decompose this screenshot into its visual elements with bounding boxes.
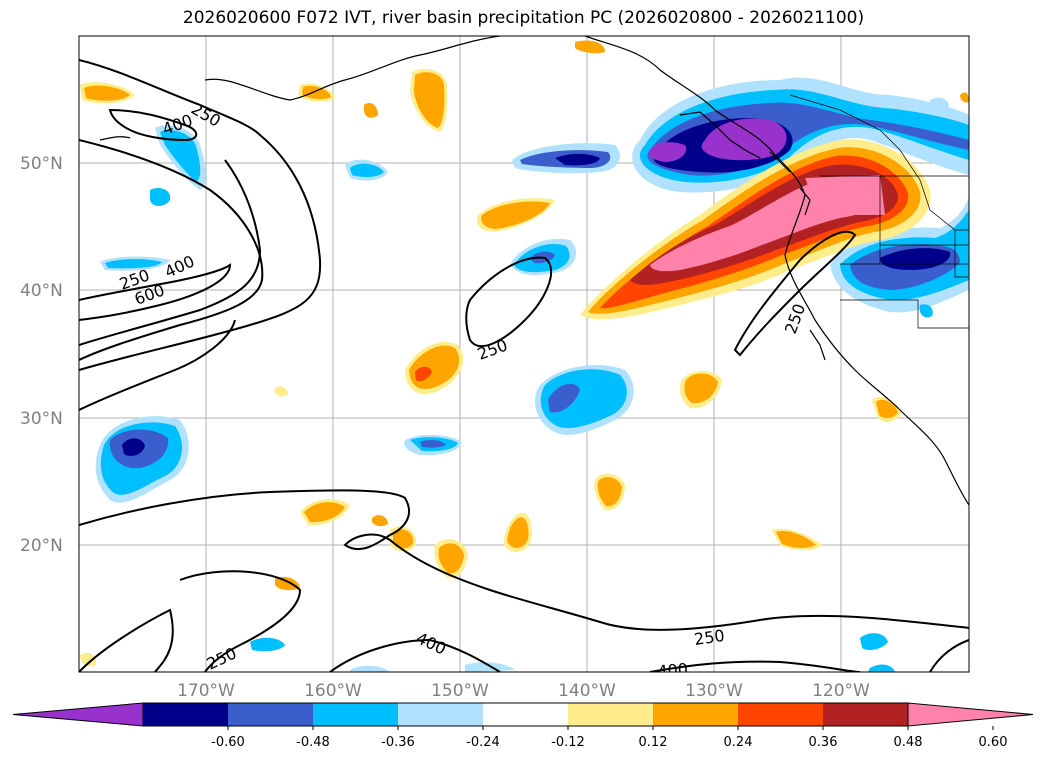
colorbar-tick-label: 0.48: [894, 735, 923, 750]
colorbar-segment: [483, 703, 568, 726]
colorbar-tick-label: -0.24: [466, 735, 500, 750]
map-panel: 250 400 250 400 600 250 250 400 250 250 …: [79, 36, 969, 681]
latitude-labels: 50°N 40°N 30°N 20°N: [20, 154, 63, 556]
colorbar-segment: [653, 703, 738, 726]
longitude-labels: 170°W 160°W 150°W 140°W 130°W 120°W: [177, 681, 870, 701]
coastlines: [99, 36, 969, 506]
lon-label-140w: 140°W: [558, 681, 616, 701]
colorbar-segment: [143, 703, 228, 726]
colorbar-extend-max: [907, 702, 1034, 727]
lon-label-150w: 150°W: [431, 681, 489, 701]
negative-pc-patches: [95, 77, 969, 672]
map-title: 2026020600 F072 IVT, river basin precipi…: [182, 8, 865, 28]
colorbar-tick-label: 0.60: [979, 735, 1008, 750]
colorbar-segment: [568, 703, 653, 726]
colorbar-tick-label: 0.36: [809, 735, 838, 750]
colorbar-tick-label: 0.24: [724, 735, 753, 750]
colorbar-segment: [398, 703, 483, 726]
colorbar-segment: [228, 703, 313, 726]
contour-label-250-s: 250: [693, 626, 726, 649]
colorbar-segment: [738, 703, 823, 726]
colorbar-tick-label: -0.12: [551, 735, 585, 750]
positive-pc-patches: [80, 40, 969, 667]
lat-label-20n: 20°N: [20, 536, 63, 556]
colorbar: -0.60 -0.48 -0.36 -0.24 -0.12 0.12 0.24 0.36 0.4…: [12, 702, 1034, 750]
colorbar-segment: [823, 703, 908, 726]
colorbar-frame: [142, 702, 909, 727]
ivt-contours: [79, 59, 969, 672]
colorbar-tick-label: -0.48: [296, 735, 330, 750]
lon-label-160w: 160°W: [304, 681, 362, 701]
colorbar-tick-label: -0.60: [211, 735, 245, 750]
map-frame: [78, 35, 970, 673]
contour-label-400-se: 400: [657, 659, 689, 681]
colorbar-tick-label: 0.12: [639, 735, 668, 750]
lat-label-50n: 50°N: [20, 154, 63, 174]
lon-label-130w: 130°W: [685, 681, 743, 701]
lat-label-40n: 40°N: [20, 281, 63, 301]
lon-label-170w: 170°W: [177, 681, 235, 701]
colorbar-extend-min: [12, 702, 144, 727]
lat-label-30n: 30°N: [20, 409, 63, 429]
colorbar-segment: [313, 703, 398, 726]
lon-label-120w: 120°W: [812, 681, 870, 701]
political-borders: [789, 94, 969, 329]
colorbar-tick-label: -0.36: [381, 735, 415, 750]
